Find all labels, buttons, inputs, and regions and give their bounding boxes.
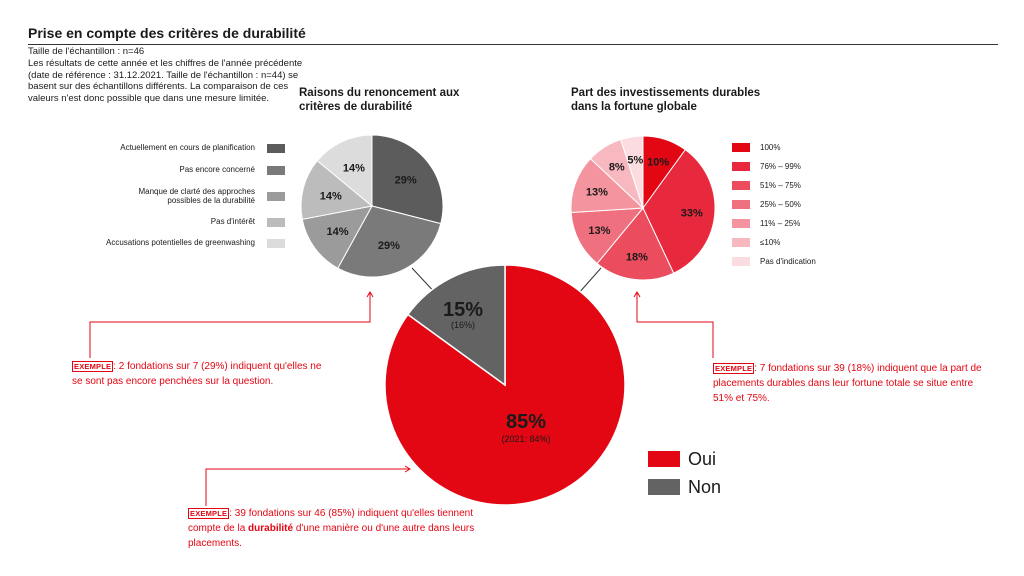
reasons-legend-swatch [267, 191, 285, 201]
share-label-6: 5% [627, 154, 643, 166]
reasons-label-2: 14% [327, 226, 349, 238]
example-reasons-text: : 2 fondations sur 7 (29%) indiquent qu'… [72, 361, 322, 387]
sample-note: Taille de l'échantillon : n=46 Les résult… [28, 46, 303, 105]
share-legend-item: 76% – 99% [732, 157, 816, 176]
share-legend-label: ≤10% [760, 238, 781, 247]
reasons-legend-item: Accusations potentielles de greenwashing [40, 233, 285, 253]
main-label-1: 15% [443, 299, 483, 321]
reasons-legend-label: Manque de clarté des approches possibles… [138, 186, 255, 206]
example-main-text-a: : 39 fondations sur 46 (85%) indiquent q… [188, 508, 473, 534]
main-legend-label: Oui [688, 448, 717, 469]
share-label-4: 13% [586, 186, 608, 198]
main-label-0: 85% [506, 411, 546, 433]
share-label-1: 33% [681, 207, 703, 219]
reasons-slice-4 [316, 134, 373, 208]
example-reasons: EXEMPLE: 2 fondations sur 7 (29%) indiqu… [72, 359, 322, 389]
share-legend-swatch [732, 219, 750, 228]
share-legend-label: 11% – 25% [760, 219, 801, 228]
share-legend-swatch [732, 181, 750, 190]
example-tag: EXEMPLE [713, 363, 755, 374]
connector-arrow-2 [404, 465, 411, 473]
reasons-legend-swatch [267, 143, 285, 153]
reasons-legend-item: Pas encore concerné [40, 159, 285, 181]
main-legend-item: Oui [648, 445, 721, 473]
example-tag: EXEMPLE [188, 508, 230, 519]
reasons-label-4: 14% [343, 162, 365, 174]
main-sublabel-1: (16%) [451, 320, 475, 330]
main-legend-swatch [648, 479, 680, 495]
share-legend-item: 25% – 50% [732, 195, 816, 214]
main-legend-item: Non [648, 473, 721, 501]
share-label-5: 8% [609, 162, 625, 174]
share-slice-4 [570, 158, 645, 214]
connector-line-2 [89, 292, 371, 358]
main-pie: 85%(2021: 84%) 15%(16%) [384, 264, 626, 506]
share-legend: 100% 76% – 99% 51% – 75% 25% – 50% 11% – 25%… [732, 138, 816, 271]
main-slice-1 [406, 264, 506, 387]
main-legend-label: Non [688, 476, 722, 497]
example-main-text-b: d'une manière ou d'une autre dans leurs … [188, 523, 475, 549]
reasons-slice-2 [301, 205, 373, 269]
title-rule [28, 44, 998, 45]
share-slice-3 [570, 207, 645, 265]
share-label-3: 13% [588, 225, 610, 237]
share-legend-item: 11% – 25% [732, 214, 816, 233]
share-chart-title: Part des investissements durables dans l… [571, 87, 761, 113]
share-legend-swatch [732, 257, 750, 266]
example-main-bold: durabilité [248, 523, 294, 534]
share-legend-item: 100% [732, 138, 816, 157]
reasons-legend-swatch [267, 217, 285, 227]
reasons-label-3: 14% [320, 190, 342, 202]
main-sublabel-0: (2021: 84%) [501, 434, 550, 444]
connector-line-4 [205, 468, 410, 506]
example-main: EXEMPLE: 39 fondations sur 46 (85%) indi… [188, 506, 498, 551]
share-legend-label: 76% – 99% [760, 162, 801, 171]
reasons-label-1: 29% [378, 240, 400, 252]
share-legend-swatch [732, 238, 750, 247]
connector-arrow-0 [366, 291, 374, 298]
reasons-slice-1 [337, 205, 442, 278]
example-share: EXEMPLE: 7 fondations sur 39 (18%) indiq… [713, 361, 993, 406]
share-legend-label: 25% – 50% [760, 200, 801, 209]
reasons-legend-item: Pas d'intérêt [40, 211, 285, 233]
example-share-text: : 7 fondations sur 39 (18%) indiquent qu… [713, 363, 982, 404]
reasons-chart-title: Raisons du renoncement aux critères de d… [299, 87, 460, 113]
share-legend-item: 51% – 75% [732, 176, 816, 195]
page-title: Prise en compte des critères de durabili… [28, 25, 306, 41]
share-slice-2 [596, 207, 675, 281]
share-legend-swatch [732, 162, 750, 171]
connector-line-3 [636, 292, 714, 358]
main-legend-swatch [648, 451, 680, 467]
share-pie: 10%33%18%13%13%8%5% [570, 135, 716, 281]
reasons-legend-label: Pas encore concerné [179, 165, 255, 175]
reasons-label-0: 29% [395, 175, 417, 187]
reasons-slice-3 [300, 160, 374, 220]
reasons-pie: 29% 29% 14% 14% 14% [300, 134, 444, 278]
share-slice-1 [642, 149, 716, 274]
reasons-legend-label: Accusations potentielles de greenwashing [106, 238, 255, 248]
share-label-2: 18% [626, 251, 648, 263]
example-tag: EXEMPLE [72, 361, 114, 372]
reasons-legend-label: Actuellement en cours de planification [120, 143, 255, 153]
reasons-legend-label: Pas d'intérêt [210, 217, 255, 227]
share-legend-swatch [732, 143, 750, 152]
main-legend: Oui Non [648, 445, 721, 501]
share-legend-label: 51% – 75% [760, 181, 801, 190]
reasons-legend-item: Manque de clarté des approches possibles… [40, 181, 285, 211]
reasons-legend-swatch [267, 165, 285, 175]
share-legend-label: Pas d'indication [760, 257, 816, 266]
share-legend-swatch [732, 200, 750, 209]
share-slice-6 [620, 135, 644, 209]
share-legend-item: Pas d'indication [732, 252, 816, 271]
reasons-legend-swatch [267, 238, 285, 248]
share-legend-label: 100% [760, 143, 781, 152]
reasons-slice-0 [371, 134, 444, 225]
share-label-0: 10% [647, 156, 669, 168]
connector-arrow-1 [633, 291, 641, 298]
reasons-legend: Actuellement en cours de planification Pa… [40, 137, 285, 253]
share-legend-item: ≤10% [732, 233, 816, 252]
connector-line-1 [577, 267, 602, 295]
reasons-legend-item: Actuellement en cours de planification [40, 137, 285, 159]
